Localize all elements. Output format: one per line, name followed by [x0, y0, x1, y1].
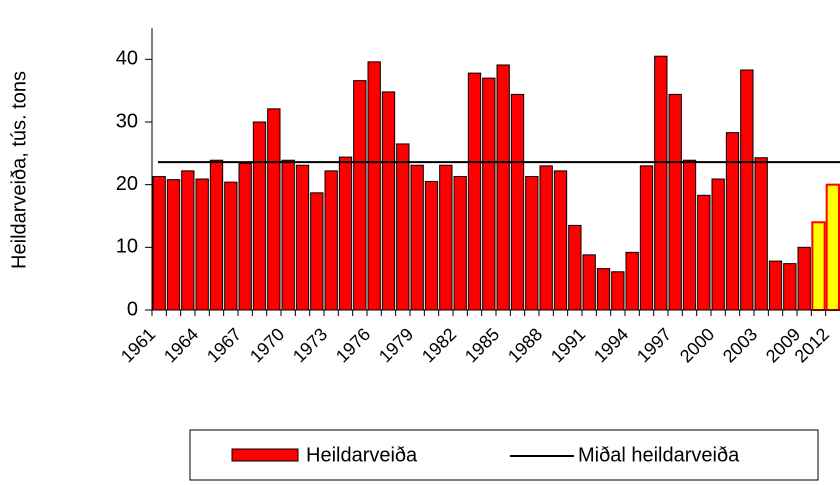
- bar: [439, 164, 453, 311]
- bar: [267, 108, 281, 311]
- bar: [310, 192, 324, 311]
- bar: [367, 61, 381, 311]
- bar: [238, 162, 252, 311]
- x-tick-label: 1997: [633, 324, 675, 366]
- x-tick-label: 1970: [246, 324, 288, 366]
- bar: [797, 246, 811, 311]
- bar: [338, 156, 353, 311]
- x-tick-label: 2012: [791, 324, 833, 366]
- bar: [611, 271, 625, 311]
- x-tick-label: 1985: [461, 324, 503, 366]
- x-tick-label: 2003: [719, 324, 761, 366]
- bar: [825, 183, 840, 312]
- bar: [553, 170, 568, 311]
- x-tick-label: 1961: [117, 324, 159, 366]
- bar: [740, 69, 754, 311]
- bar: [525, 176, 539, 311]
- y-tick-label: 10: [116, 236, 138, 258]
- y-tick-label: 0: [127, 298, 138, 320]
- bar: [152, 176, 166, 311]
- y-axis-label: Heildarveiða, tús. tons: [8, 71, 30, 269]
- x-tick-label: 1988: [504, 324, 546, 366]
- bar: [582, 254, 596, 311]
- bar: [281, 159, 295, 311]
- bar: [639, 165, 654, 311]
- bar: [596, 268, 611, 311]
- bar: [697, 194, 711, 311]
- bar: [295, 164, 310, 311]
- bar: [682, 159, 697, 311]
- bar: [711, 178, 725, 311]
- bar: [209, 159, 224, 311]
- bar: [539, 165, 553, 311]
- x-tick-label: 2000: [676, 324, 718, 366]
- x-tick-label: 1982: [418, 324, 460, 366]
- bar: [768, 260, 783, 311]
- bar: [725, 132, 740, 311]
- y-tick-label: 40: [116, 48, 138, 70]
- bar: [482, 77, 496, 311]
- bar: [668, 93, 682, 311]
- y-tick-label: 20: [116, 173, 138, 195]
- bar: [783, 263, 797, 311]
- bar: [754, 157, 768, 311]
- bar: [410, 164, 424, 311]
- bar: [453, 176, 467, 311]
- legend-label: Heildarveiða: [306, 444, 418, 466]
- x-tick-label: 1994: [590, 324, 632, 366]
- bar: [568, 224, 582, 311]
- legend-swatch: [231, 448, 299, 462]
- x-tick-label: 1979: [375, 324, 417, 366]
- bar: [496, 64, 510, 311]
- bar: [654, 55, 668, 311]
- x-tick-label: 1973: [289, 324, 331, 366]
- legend-label: Miðal heildarveiða: [578, 444, 740, 466]
- bar: [396, 143, 410, 311]
- y-tick-label: 30: [116, 110, 138, 132]
- x-tick-label: 1967: [203, 324, 245, 366]
- bar: [424, 181, 439, 311]
- bar: [181, 170, 195, 311]
- bar: [195, 178, 209, 311]
- bar: [353, 80, 367, 311]
- bar: [625, 251, 639, 311]
- bar: [252, 121, 267, 311]
- x-tick-label: 1976: [332, 324, 374, 366]
- x-tick-label: 1991: [547, 324, 589, 366]
- bar: [381, 91, 396, 311]
- bar: [224, 181, 238, 311]
- bar: [811, 221, 826, 311]
- bar: [467, 72, 482, 311]
- bar: [166, 179, 181, 311]
- bar: [324, 170, 338, 311]
- x-tick-label: 1964: [160, 324, 202, 366]
- bar: [510, 93, 525, 311]
